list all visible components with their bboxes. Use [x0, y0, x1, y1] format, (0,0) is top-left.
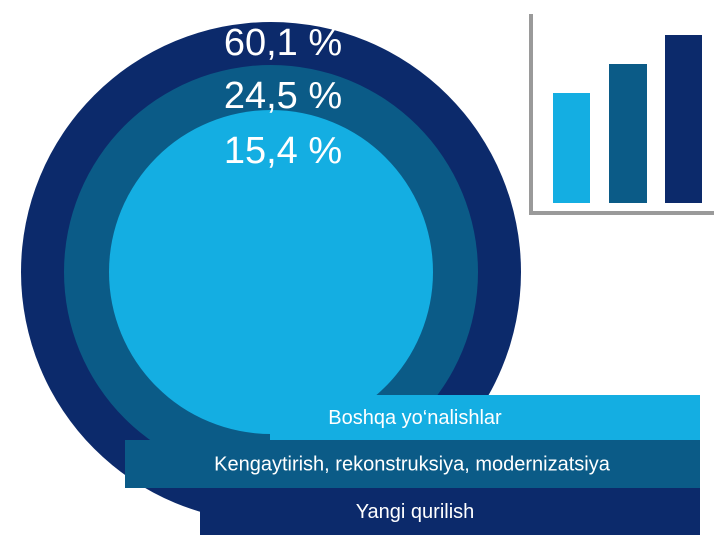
icon-bar: [553, 93, 590, 203]
label-band: [270, 395, 700, 440]
ring: [109, 110, 433, 434]
segment: [109, 110, 700, 440]
value-label: 60,1 %: [224, 22, 342, 64]
labels: Yangi qurilish 60,1 % Kengaytirish, rekons…: [214, 22, 611, 523]
label-band: [200, 488, 700, 535]
icon-bar: [665, 35, 702, 203]
rings: [21, 22, 700, 535]
bar-icon: [529, 14, 714, 215]
category-label: Yangi qurilish: [356, 501, 475, 523]
value-label: 15,4 %: [224, 130, 342, 172]
category-label: Boshqa yo‘nalishlar: [328, 407, 502, 429]
icon-bar: [609, 64, 647, 203]
value-label: 24,5 %: [224, 75, 342, 117]
label-band: [125, 440, 700, 488]
category-label: Kengaytirish, rekonstruksiya, modernizat…: [214, 453, 611, 475]
